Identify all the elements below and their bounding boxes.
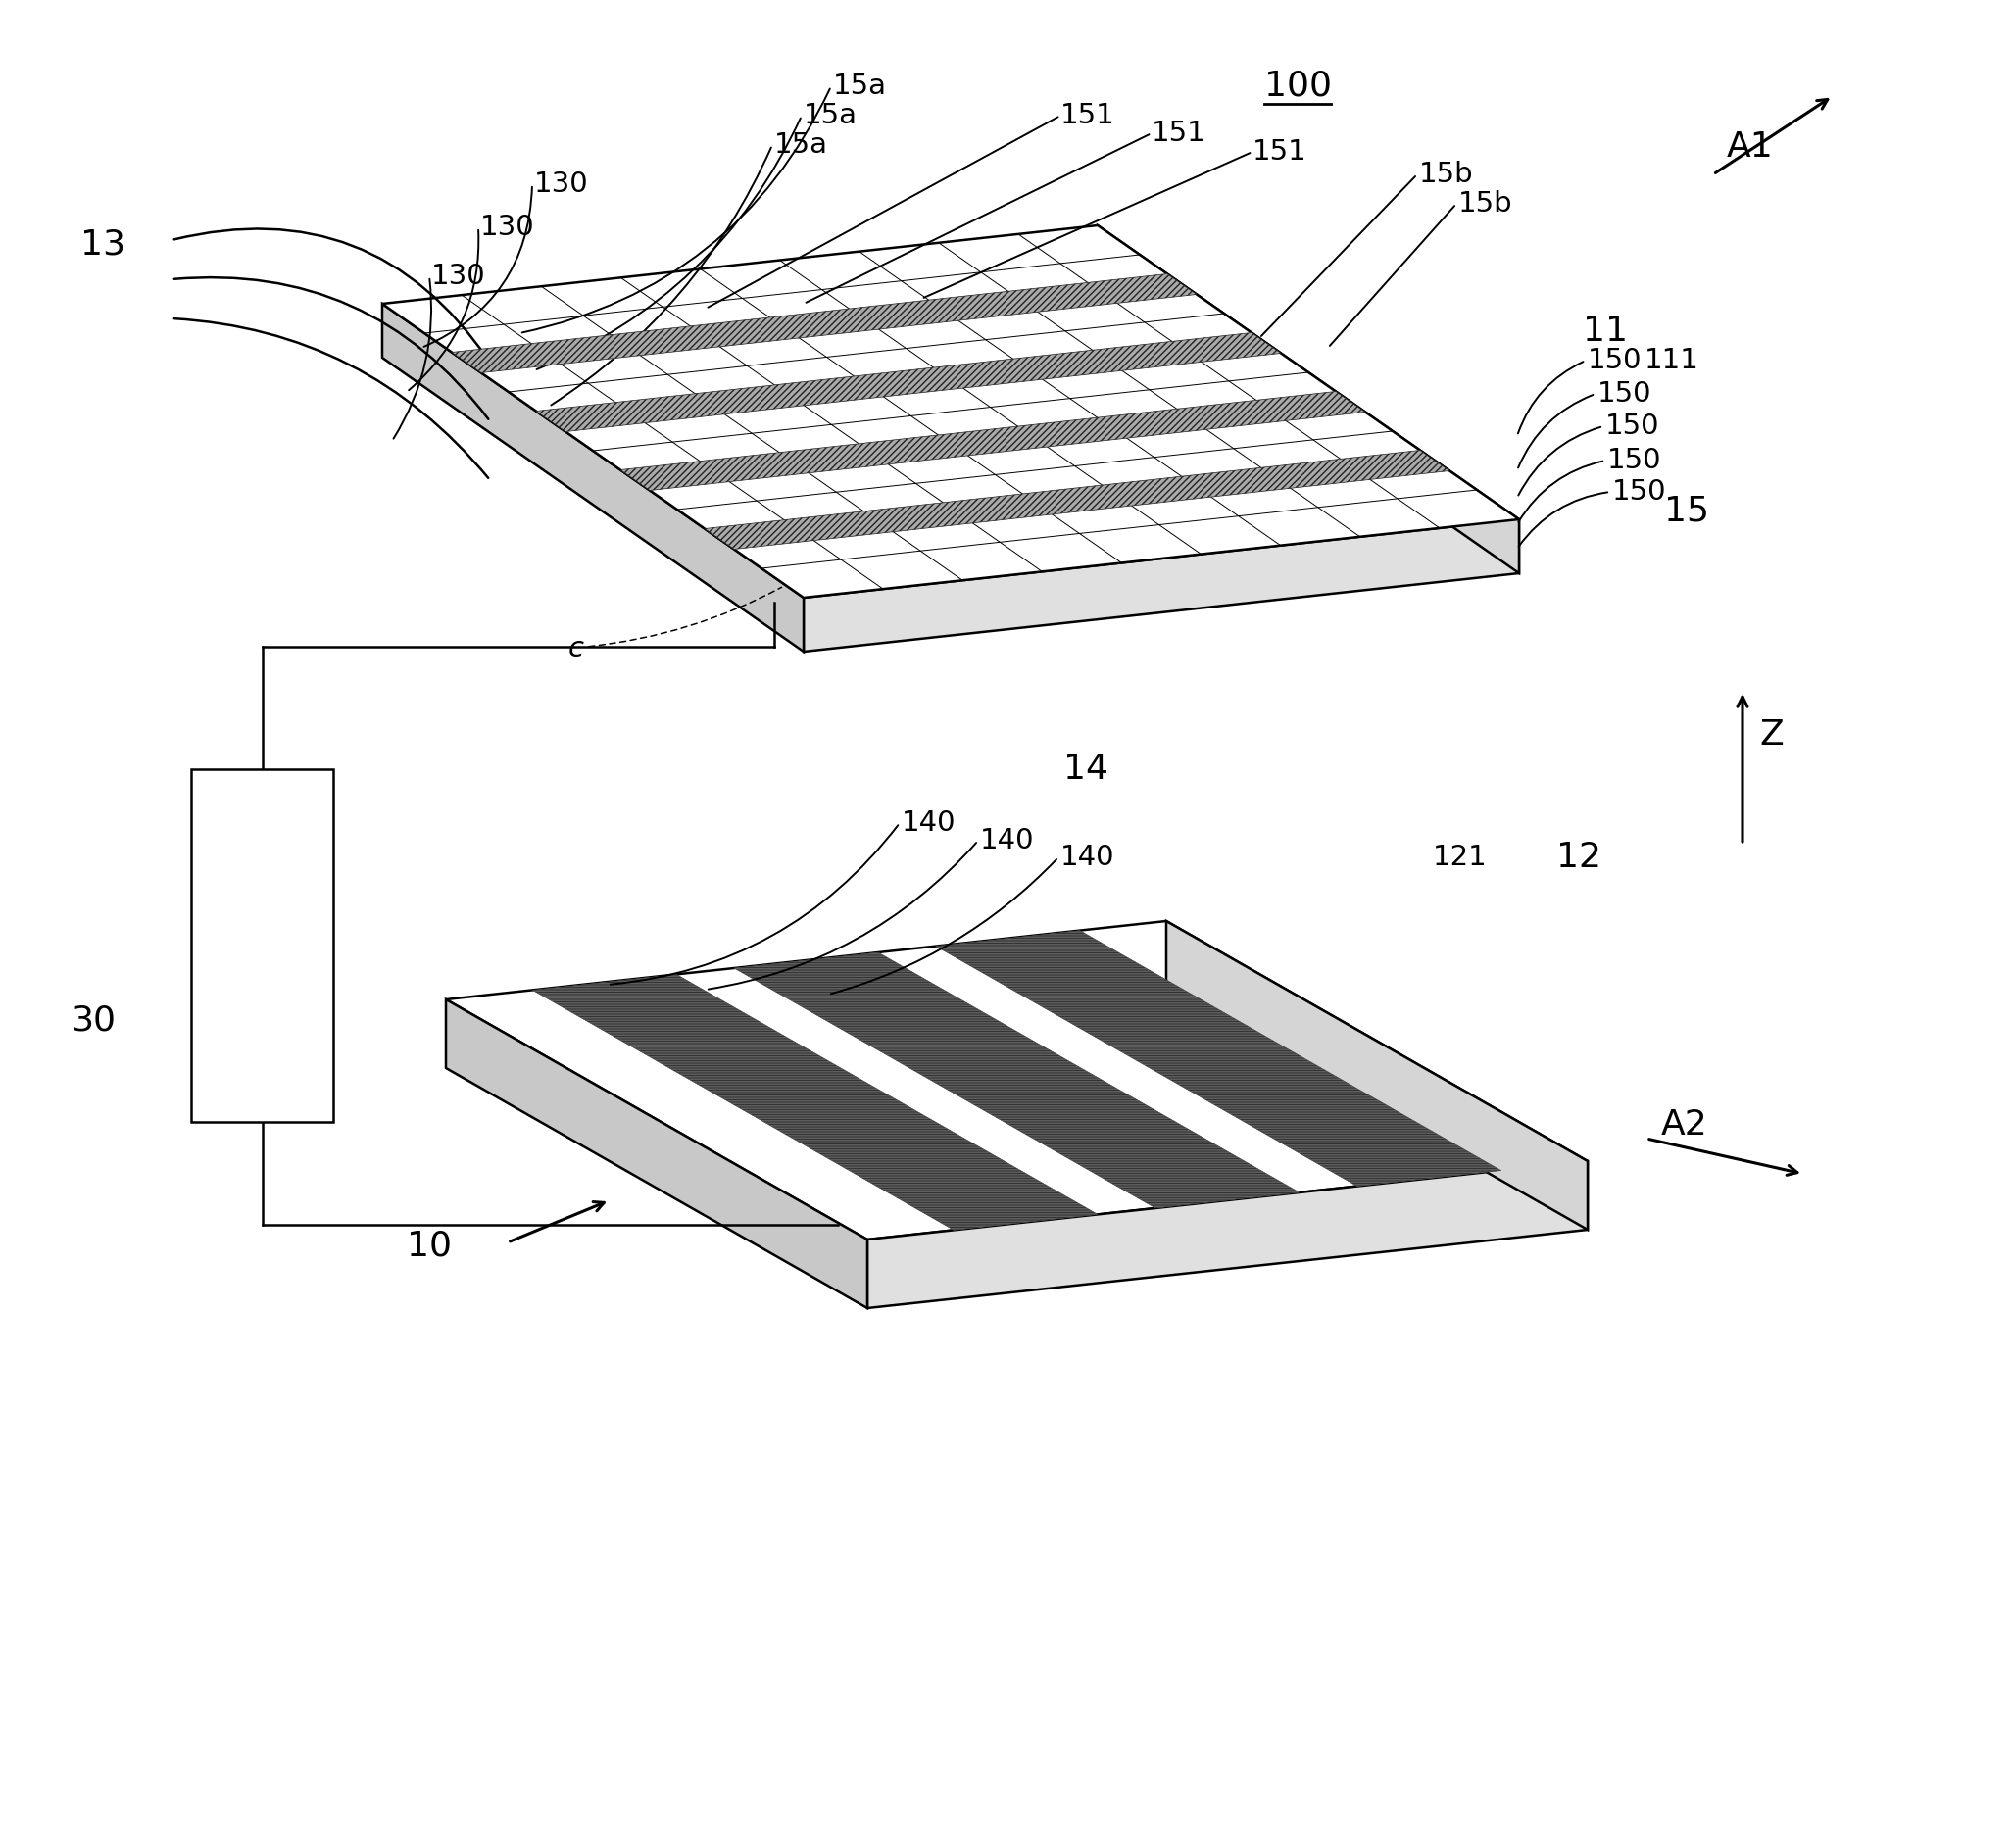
Text: 15b: 15b (1419, 161, 1474, 188)
Polygon shape (382, 225, 1520, 597)
Text: c: c (568, 636, 584, 662)
Polygon shape (535, 333, 1280, 432)
Text: 130: 130 (431, 262, 485, 290)
Text: 15: 15 (1665, 495, 1709, 529)
Text: 150: 150 (1604, 412, 1659, 440)
Text: 30: 30 (70, 1003, 115, 1039)
Text: 14: 14 (1063, 752, 1109, 785)
Polygon shape (531, 974, 1097, 1231)
Text: A1: A1 (1727, 131, 1773, 164)
Text: 151: 151 (1151, 120, 1206, 148)
Polygon shape (705, 451, 1449, 549)
Text: 100: 100 (1264, 70, 1333, 103)
Bar (191, 769, 334, 1122)
Text: 150: 150 (1606, 447, 1661, 475)
Polygon shape (382, 303, 803, 652)
Text: Z: Z (1759, 719, 1784, 752)
Text: 121: 121 (1433, 845, 1488, 870)
Text: 140: 140 (1061, 845, 1115, 870)
Text: 13: 13 (81, 229, 125, 262)
Text: 15b: 15b (1457, 190, 1514, 218)
Polygon shape (447, 920, 1588, 1240)
Polygon shape (936, 930, 1502, 1186)
Text: 12: 12 (1556, 841, 1602, 874)
Polygon shape (620, 392, 1365, 490)
Text: 150: 150 (1588, 347, 1643, 375)
Text: 140: 140 (902, 809, 956, 837)
Text: 151: 151 (1252, 139, 1306, 166)
Text: 140: 140 (980, 828, 1035, 854)
Polygon shape (447, 1000, 868, 1308)
Text: 130: 130 (533, 170, 588, 198)
Text: 10: 10 (407, 1229, 451, 1262)
Polygon shape (1166, 920, 1588, 1229)
Polygon shape (451, 274, 1196, 373)
Text: 15a: 15a (833, 72, 888, 100)
Text: 11: 11 (1582, 314, 1629, 347)
Text: A2: A2 (1661, 1109, 1707, 1142)
Text: 15a: 15a (803, 102, 858, 129)
Text: 150: 150 (1598, 381, 1653, 408)
Text: 130: 130 (481, 214, 535, 240)
Text: 111: 111 (1645, 347, 1699, 375)
Text: 151: 151 (1061, 102, 1115, 129)
Text: 150: 150 (1612, 479, 1667, 506)
Polygon shape (735, 952, 1300, 1209)
Text: 15a: 15a (775, 131, 827, 159)
Polygon shape (868, 1161, 1588, 1308)
Polygon shape (803, 519, 1520, 652)
Polygon shape (1097, 225, 1520, 573)
